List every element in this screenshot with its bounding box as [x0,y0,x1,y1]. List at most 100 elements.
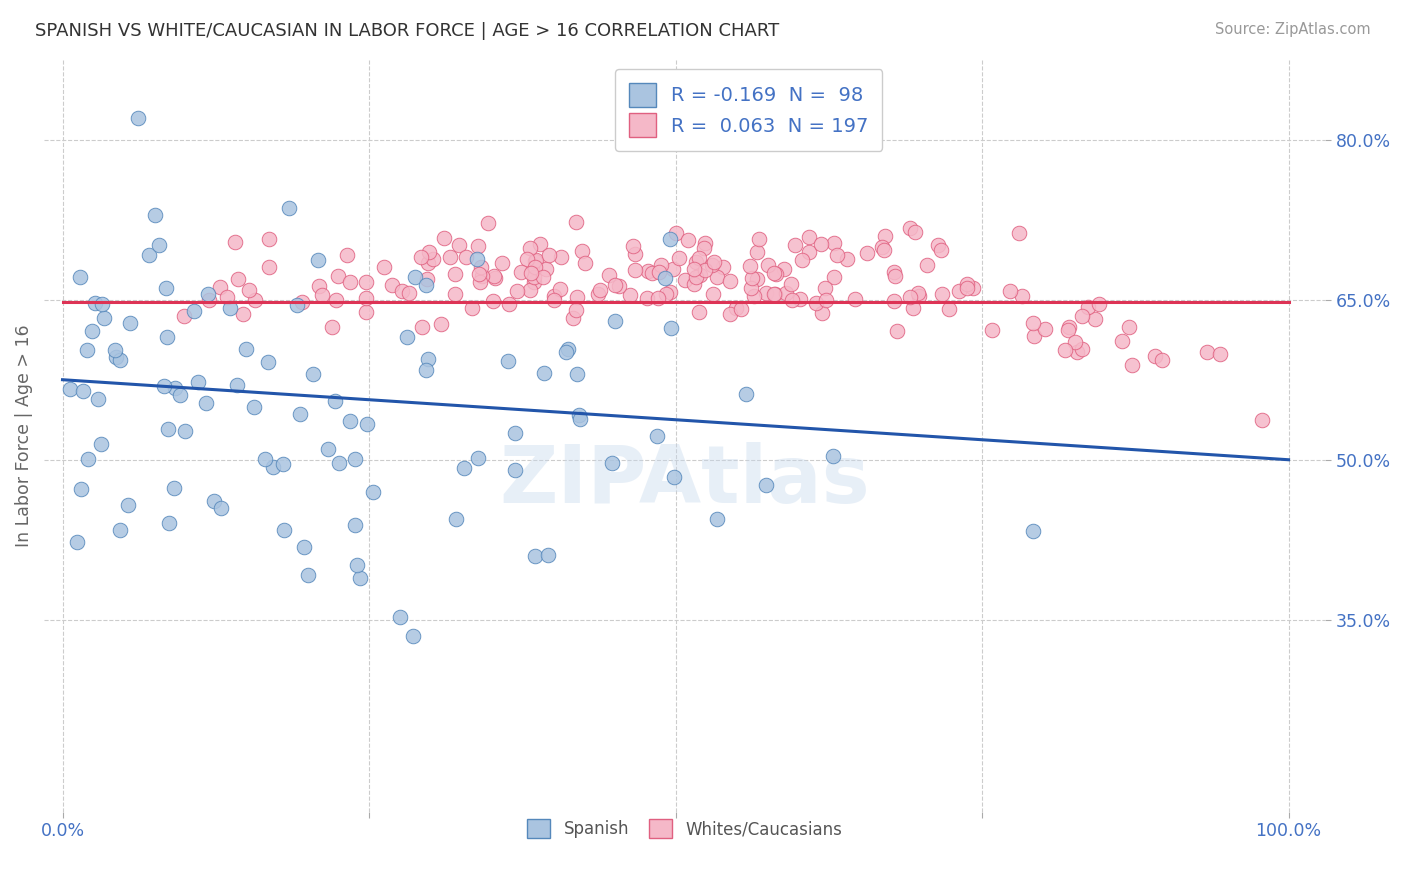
Point [529,236,551,251]
Point [253,452,276,467]
Point [641,266,664,280]
Point [77,451,100,466]
Point [730,301,752,316]
Point [693,263,716,277]
Point [105,350,128,364]
Point [884,268,907,283]
Point [325,393,347,408]
Point [439,250,461,264]
Point [883,264,905,278]
Point [118,316,141,330]
Point [557,342,579,356]
Point [956,277,979,291]
Point [398,285,420,300]
Point [294,541,316,555]
Point [782,293,804,307]
Point [195,396,218,410]
Point [411,320,433,334]
Point [243,293,266,308]
Point [328,456,350,470]
Point [318,442,340,457]
Point [763,287,786,301]
Point [468,275,491,289]
Point [326,268,349,283]
Point [789,293,811,307]
Point [169,387,191,401]
Point [520,266,543,280]
Point [980,323,1002,337]
Point [343,518,366,533]
Point [748,232,770,246]
Point [685,255,707,269]
Point [416,272,439,286]
Point [470,260,492,275]
Point [238,283,260,297]
Point [1054,343,1077,357]
Point [523,269,546,284]
Point [814,280,837,294]
Point [157,422,180,436]
Point [661,321,683,335]
Point [482,268,505,283]
Point [187,375,209,389]
Point [66,534,89,549]
Point [503,463,526,477]
Point [416,352,439,367]
Point [454,250,477,264]
Point [1143,349,1166,363]
Point [598,268,620,283]
Point [468,267,491,281]
Point [908,289,931,303]
Point [155,280,177,294]
Point [650,258,672,272]
Point [291,294,314,309]
Point [243,401,266,415]
Point [1084,312,1107,326]
Point [655,286,678,301]
Point [297,568,319,582]
Point [571,244,593,258]
Point [1011,288,1033,302]
Point [69,269,91,284]
Point [804,295,827,310]
Point [523,254,546,268]
Point [810,237,832,252]
Point [600,456,623,470]
Point [209,500,232,515]
Point [506,284,529,298]
Point [536,262,558,277]
Point [311,288,333,302]
Point [1033,322,1056,336]
Point [555,345,578,359]
Point [998,285,1021,299]
Point [354,304,377,318]
Point [381,278,404,293]
Point [422,252,444,266]
Point [574,255,596,269]
Point [215,290,238,304]
Point [1022,524,1045,538]
Point [718,307,741,321]
Point [883,293,905,308]
Point [415,277,437,292]
Point [127,112,149,126]
Point [402,629,425,643]
Point [418,244,440,259]
Point [173,424,195,438]
Text: ZIPAtlas: ZIPAtlas [499,442,870,520]
Point [1059,319,1081,334]
Point [59,382,82,396]
Point [741,271,763,285]
Point [1088,297,1111,311]
Point [706,512,728,526]
Point [568,409,591,423]
Point [416,256,439,270]
Point [654,270,676,285]
Point [453,461,475,475]
Point [339,414,361,428]
Point [621,239,644,253]
Point [209,280,232,294]
Point [461,301,484,315]
Text: SPANISH VS WHITE/CAUCASIAN IN LABOR FORCE | AGE > 16 CORRELATION CHART: SPANISH VS WHITE/CAUCASIAN IN LABOR FORC… [35,22,779,40]
Point [755,285,778,300]
